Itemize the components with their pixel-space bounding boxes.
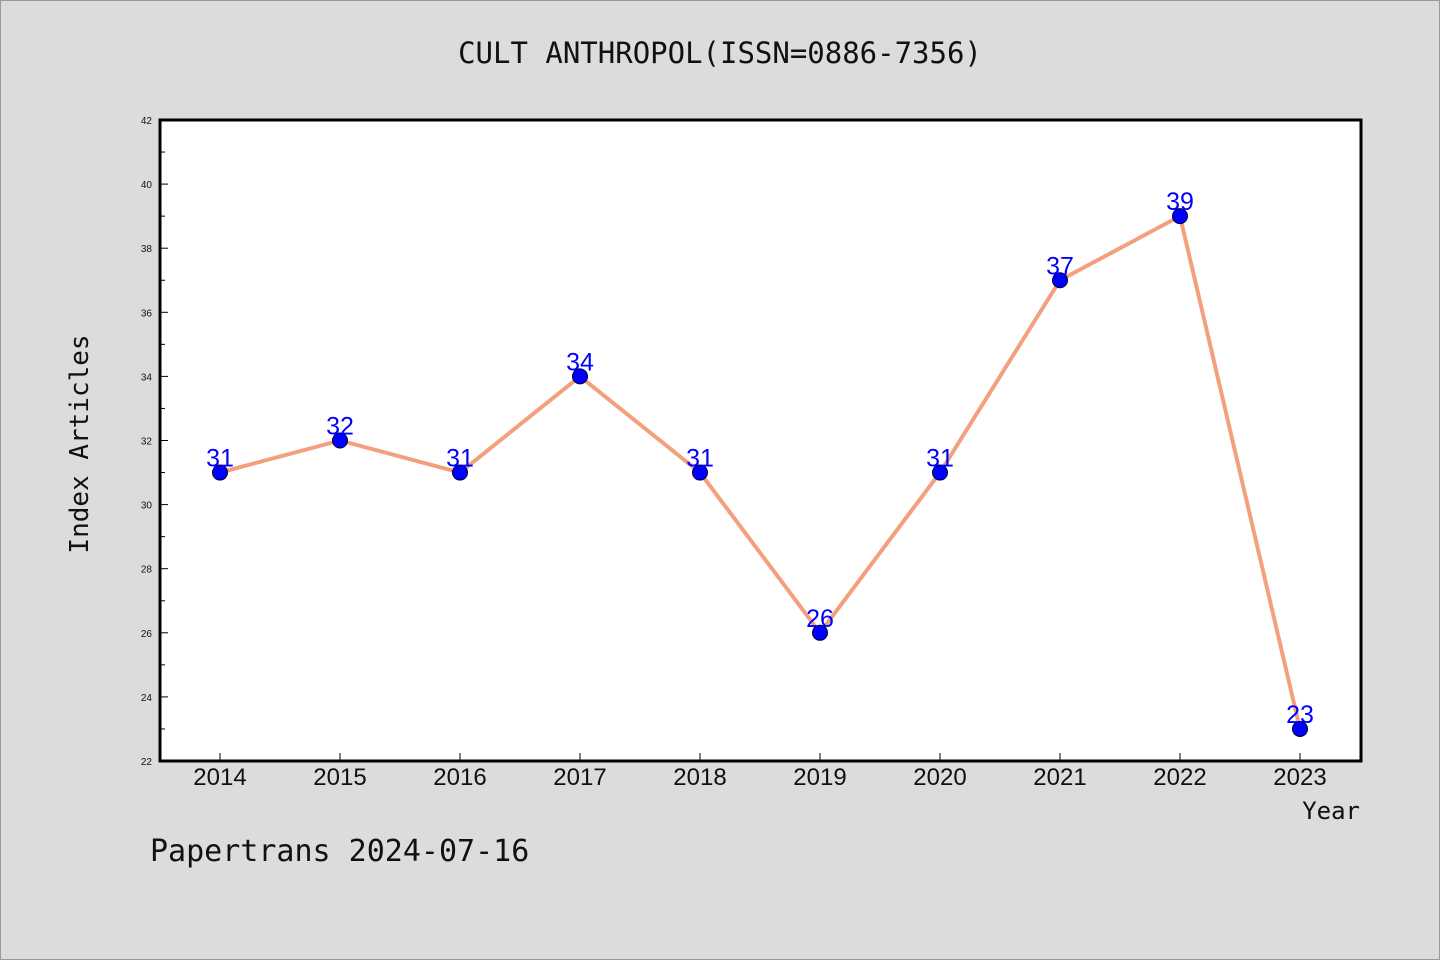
y-tick-label: 42 (141, 116, 153, 127)
data-point (332, 432, 348, 449)
y-tick-label: 24 (141, 693, 153, 704)
data-point (452, 464, 468, 481)
x-tick-label: 2018 (673, 764, 726, 791)
data-point (212, 464, 228, 481)
series-line (219, 214, 1302, 730)
y-tick-label: 26 (141, 629, 153, 640)
x-axis: 2014 2015 2016 2017 2018 2019 2020 2021 2022 2023 (193, 753, 1327, 791)
x-tick-label: 2021 (1033, 764, 1086, 791)
x-tick-label: 2017 (553, 764, 606, 791)
data-label: 37 (1046, 252, 1074, 280)
data-point (692, 464, 708, 481)
x-tick-label: 2022 (1153, 764, 1206, 791)
data-point (932, 464, 948, 481)
y-tick-label: 36 (141, 308, 153, 319)
x-tick-label: 2016 (433, 764, 486, 791)
y-tick-label: 32 (141, 437, 153, 448)
x-tick-label: 2014 (193, 764, 246, 791)
y-tick-label: 34 (141, 372, 153, 383)
chart-title: CULT ANTHROPOL(ISSN=0886-7356) (458, 36, 982, 70)
x-tick-label: 2023 (1273, 764, 1326, 791)
data-label: 31 (206, 445, 234, 473)
data-point (572, 368, 588, 385)
y-tick-label: 40 (141, 180, 153, 191)
data-label: 23 (1286, 701, 1314, 729)
x-tick-label: 2019 (793, 764, 846, 791)
y-tick-label: 38 (141, 244, 153, 255)
data-label: 26 (806, 605, 834, 633)
data-point (1172, 208, 1188, 225)
y-tick-label: 22 (141, 757, 153, 768)
data-point (812, 624, 828, 641)
data-label: 34 (566, 348, 594, 376)
series: 31 32 31 34 31 26 31 37 39 23 (206, 188, 1314, 737)
data-label: 31 (446, 445, 474, 473)
data-point (1052, 272, 1068, 289)
data-label: 32 (326, 413, 354, 441)
data-label: 31 (926, 445, 954, 473)
data-point (1292, 720, 1308, 737)
y-tick-label: 30 (141, 501, 153, 512)
plot-border (158, 118, 1363, 763)
y-tick-label: 28 (141, 565, 153, 576)
data-label: 31 (686, 445, 714, 473)
x-axis-title: Year (1302, 797, 1360, 825)
footer-text: Papertrans 2024-07-16 (150, 834, 530, 869)
x-tick-label: 2015 (313, 764, 366, 791)
x-tick-label: 2020 (913, 764, 966, 791)
data-label: 39 (1166, 188, 1194, 216)
